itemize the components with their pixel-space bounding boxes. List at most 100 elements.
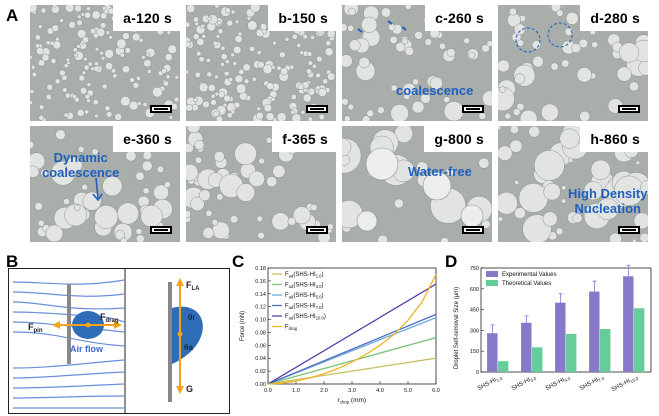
droplet <box>122 32 130 40</box>
gravity-label: G <box>186 384 193 394</box>
droplet <box>297 83 305 91</box>
droplet <box>256 215 264 223</box>
droplet <box>556 9 564 17</box>
droplet <box>76 109 85 117</box>
droplet <box>534 150 565 181</box>
droplet <box>142 187 150 195</box>
y-tick-label: 0.00 <box>255 382 266 388</box>
category-label: SHS-HI10.0 <box>611 374 640 394</box>
droplet <box>174 74 180 80</box>
droplet <box>135 171 145 181</box>
droplet <box>30 89 35 94</box>
bar <box>600 329 611 372</box>
droplet <box>99 50 104 56</box>
droplet <box>258 157 265 165</box>
droplet <box>325 40 332 47</box>
droplet <box>152 86 163 98</box>
droplet <box>306 51 313 57</box>
droplet <box>235 83 247 94</box>
droplet <box>564 27 573 36</box>
droplet <box>34 202 43 211</box>
droplet <box>110 68 117 74</box>
droplet <box>446 48 456 58</box>
droplet <box>271 97 276 102</box>
droplet <box>486 40 492 47</box>
droplet <box>220 53 228 61</box>
legend-swatch <box>486 280 498 286</box>
droplet <box>94 205 119 229</box>
droplet <box>30 140 35 149</box>
droplet <box>635 160 641 166</box>
droplet <box>414 31 423 40</box>
x-tick-label: 3.0 <box>348 388 356 394</box>
micrograph-tile: a-120 s <box>30 5 180 121</box>
legend-entry: Fdrag <box>285 325 298 331</box>
droplet <box>214 74 219 80</box>
micrograph-tile: f-365 s <box>186 126 336 242</box>
tile-time-label: d-280 s <box>580 5 648 31</box>
droplet <box>234 142 257 166</box>
y-tick-label: 0 <box>476 370 479 376</box>
droplet <box>40 169 49 177</box>
droplet <box>504 112 512 120</box>
droplet <box>186 69 190 75</box>
droplet <box>358 56 370 69</box>
droplet <box>531 40 542 50</box>
droplet <box>445 167 455 177</box>
droplet <box>91 10 101 20</box>
droplet <box>388 23 396 31</box>
self-removal-bar-chart: 0 150 300 450 600 750 Droplet Self-removal Siz… <box>454 264 652 394</box>
droplet <box>228 77 233 82</box>
scale-bar <box>618 226 640 234</box>
droplet <box>559 128 580 149</box>
droplet <box>87 61 93 67</box>
droplet <box>276 112 287 121</box>
droplet <box>37 219 45 227</box>
droplet <box>210 94 216 99</box>
droplet <box>108 35 113 40</box>
droplet <box>207 83 216 92</box>
droplet <box>76 19 83 26</box>
droplet <box>543 183 561 201</box>
category-label: SHS-HI1.0 <box>477 374 504 392</box>
droplet <box>45 224 64 242</box>
droplet <box>257 61 265 69</box>
droplet <box>38 24 43 29</box>
droplet <box>194 71 201 78</box>
droplet <box>81 183 88 191</box>
droplet <box>114 113 123 121</box>
y-tick-label: 0.08 <box>255 330 266 336</box>
micrograph-tile: g-800 s Water-free <box>342 126 492 242</box>
droplet <box>112 73 118 79</box>
panel-label-b: B <box>6 252 19 271</box>
droplet <box>460 204 484 228</box>
droplet <box>100 55 106 61</box>
droplet <box>300 110 306 115</box>
droplet <box>591 41 599 49</box>
droplet <box>223 70 230 77</box>
arrow-icon <box>92 177 103 202</box>
droplet <box>265 112 275 121</box>
droplet <box>196 50 202 57</box>
droplet <box>347 7 356 16</box>
micrograph-tile: h-860 s High Density Nucleation <box>498 126 648 242</box>
droplet <box>302 93 312 103</box>
x-tick-label: 2.0 <box>320 388 328 394</box>
droplet <box>468 51 476 59</box>
droplet <box>616 66 632 82</box>
droplet <box>276 65 282 71</box>
droplet <box>251 76 257 82</box>
droplet <box>226 112 233 119</box>
droplet <box>272 164 286 178</box>
droplet <box>342 154 351 166</box>
legend-entry: Fad(SHS-HI10.0) <box>285 314 326 320</box>
droplet <box>147 69 152 74</box>
droplet <box>619 42 640 63</box>
droplet <box>135 228 143 235</box>
micrograph-grid: a-120 s b-150 s c-260 s coalescence d-280 s e… <box>30 5 658 247</box>
droplet <box>55 36 60 42</box>
droplet <box>411 100 425 114</box>
droplet <box>164 53 173 62</box>
droplet <box>220 62 225 67</box>
droplet <box>63 112 69 118</box>
